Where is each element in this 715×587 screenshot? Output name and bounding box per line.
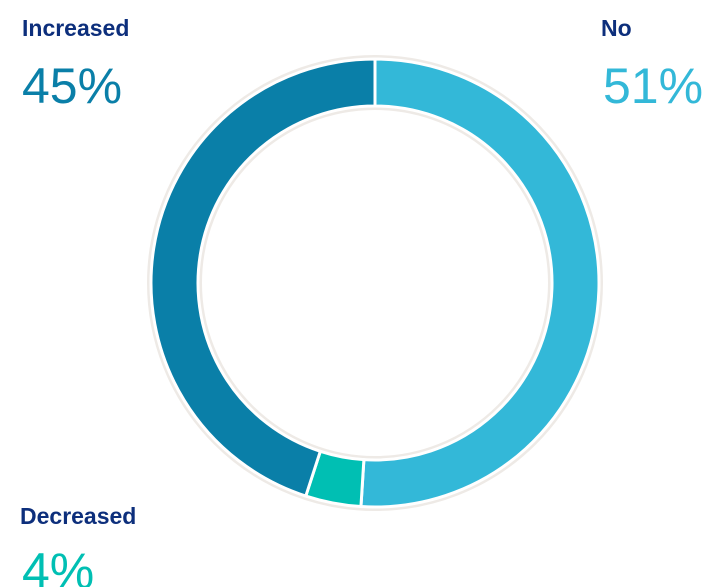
value-label: 45% xyxy=(22,58,122,114)
category-label: Increased xyxy=(22,15,129,41)
category-label: Decreased xyxy=(20,503,136,529)
donut-slice xyxy=(149,57,377,498)
category-label: No xyxy=(601,15,632,41)
value-label: 4% xyxy=(22,543,94,587)
donut-slice xyxy=(359,57,601,509)
outer-border xyxy=(147,55,603,511)
value-label: 51% xyxy=(603,58,703,114)
inner-border xyxy=(198,106,552,460)
